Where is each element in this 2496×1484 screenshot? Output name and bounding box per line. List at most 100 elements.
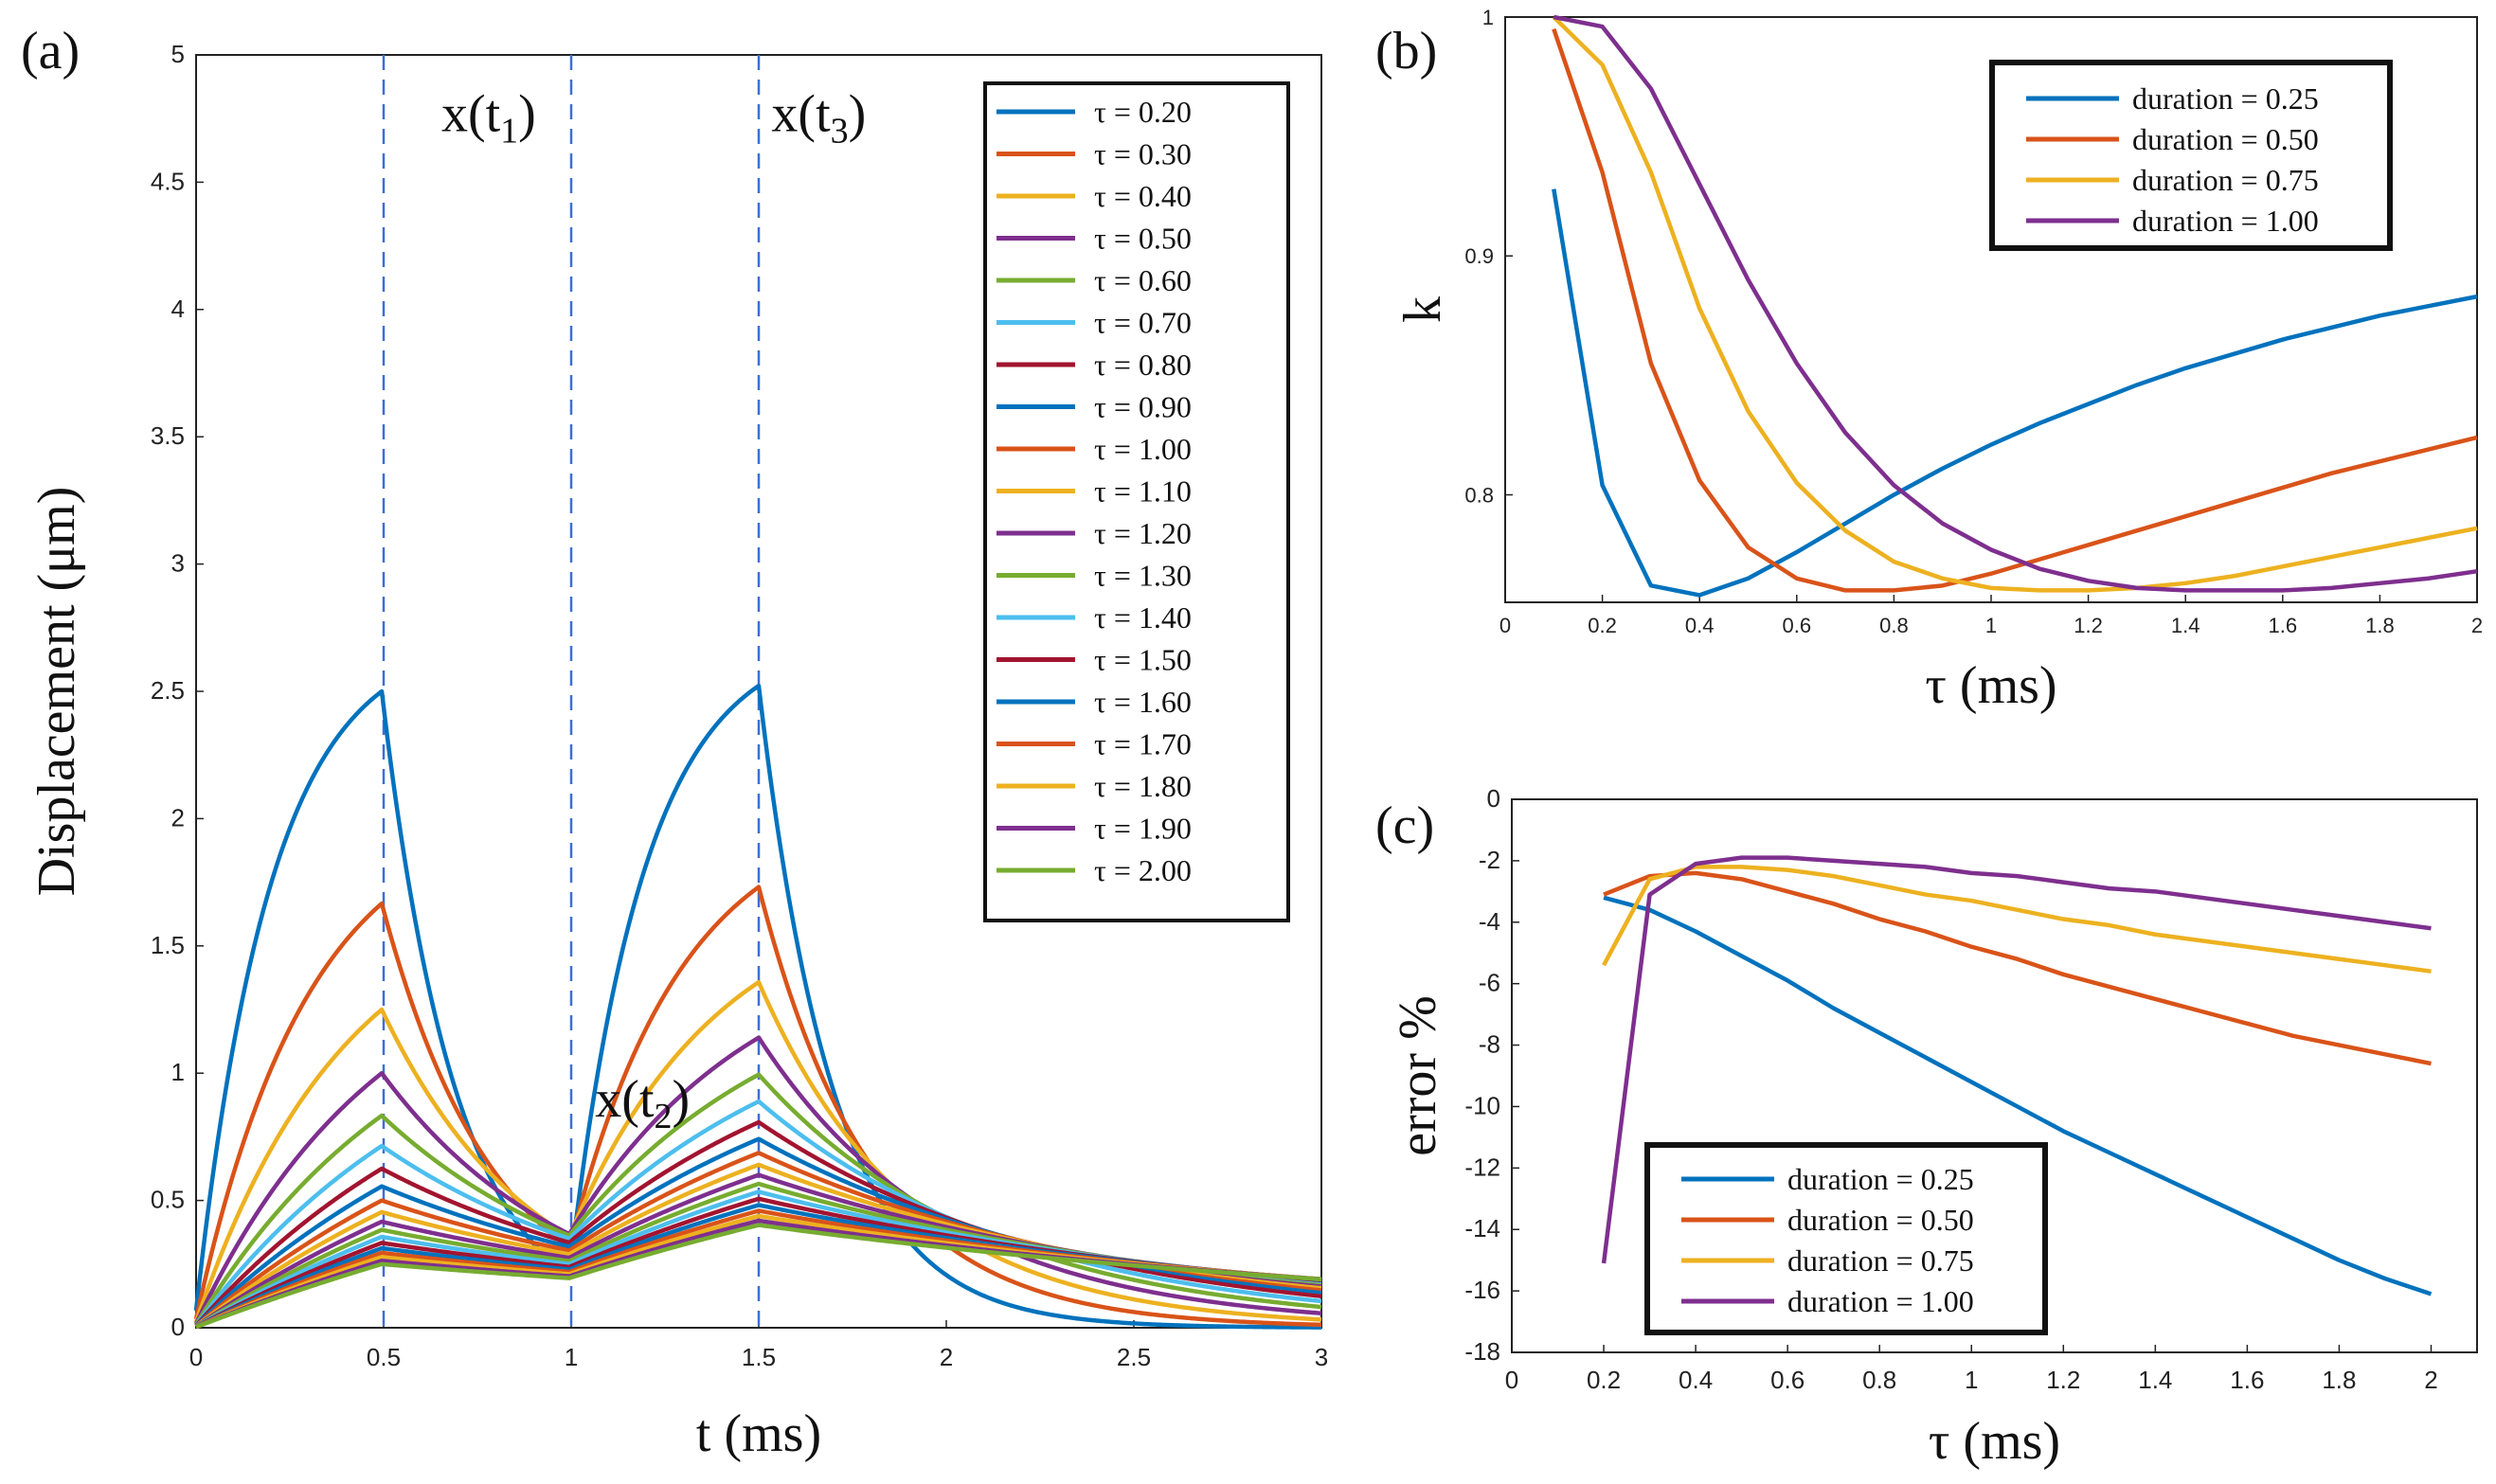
- panel-label-a: (a): [21, 22, 80, 80]
- x-tick-label: 0.2: [1588, 614, 1617, 637]
- series-line: [1603, 870, 2432, 1066]
- y-tick-label: -12: [1464, 1153, 1500, 1181]
- x-tick-label: 0: [189, 1343, 203, 1371]
- y-tick-label: -4: [1479, 907, 1500, 936]
- x-tick-label: 1.5: [742, 1343, 776, 1371]
- x-tick-label: 1.6: [2230, 1366, 2264, 1394]
- legend-label: τ = 2.00: [1094, 853, 1192, 887]
- y-axis-label: error %: [1389, 995, 1447, 1155]
- chart-c: 0 0.2 0.4 0.6 0.8 1 1.2 1.4 1.6 1.8 2 0 -2 -4 -6 -8 -10 -…: [1389, 784, 2478, 1471]
- y-tick-label: -14: [1464, 1214, 1500, 1243]
- x-tick-label: 1: [1965, 1366, 1978, 1394]
- series-line: [193, 979, 1322, 1323]
- y-axis-label: Displacement (μm): [27, 487, 86, 897]
- series-line: [1553, 14, 2478, 593]
- y-axis-label: k: [1393, 296, 1452, 323]
- x-tick-label: 1: [565, 1343, 578, 1371]
- y-tick-label: -6: [1479, 969, 1500, 997]
- y-tick-label: 1.5: [151, 931, 185, 959]
- series-line: [195, 1223, 1322, 1330]
- x-tick-label: 0: [1499, 614, 1511, 637]
- legend-label: duration = 0.75: [2132, 163, 2319, 197]
- legend-label: τ = 1.40: [1094, 600, 1192, 635]
- legend-label: τ = 1.80: [1094, 769, 1192, 803]
- legend-label: τ = 0.40: [1094, 179, 1192, 213]
- legend-label: τ = 0.70: [1094, 306, 1192, 340]
- annotation-label: x(t1): [441, 85, 536, 152]
- y-tick-label: -16: [1464, 1276, 1500, 1304]
- x-tick-label: 1.4: [2171, 614, 2200, 637]
- legend-box: [1989, 60, 2393, 251]
- x-tick-label: 0: [1505, 1366, 1518, 1394]
- y-tick-label: 1: [1482, 6, 1494, 29]
- y-tick-label: 5: [171, 40, 185, 68]
- x-tick-label: 2: [2471, 614, 2483, 637]
- y-tick-label: 0.8: [1464, 483, 1494, 507]
- legend-label: τ = 0.90: [1094, 390, 1192, 424]
- legend-label: τ = 0.50: [1094, 222, 1192, 256]
- series-line: [194, 1099, 1322, 1327]
- x-tick-label: 1.2: [2046, 1366, 2080, 1394]
- legend-box: [983, 81, 1290, 922]
- y-tick-label: -8: [1479, 1030, 1500, 1059]
- legend-label: duration = 0.25: [2132, 81, 2319, 116]
- x-tick-label: 0.8: [1862, 1366, 1896, 1394]
- y-tick-label: 0: [1487, 784, 1500, 813]
- legend-label: duration = 1.00: [2132, 204, 2319, 238]
- x-tick-label: 1: [1985, 614, 1997, 637]
- annotation-label: x(t2): [595, 1070, 690, 1136]
- x-tick-label: 0.4: [1679, 1366, 1713, 1394]
- x-tick-label: 1.2: [2074, 614, 2103, 637]
- x-tick-label: 0.5: [367, 1343, 401, 1371]
- y-tick-label: 3: [171, 549, 185, 578]
- x-axis-label: t (ms): [696, 1404, 821, 1463]
- series-line: [1603, 895, 2433, 1296]
- x-tick-label: 2: [2424, 1366, 2437, 1394]
- legend-label: τ = 0.30: [1094, 137, 1192, 171]
- y-tick-label: -2: [1479, 846, 1500, 874]
- legend-label: τ = 1.10: [1094, 474, 1192, 509]
- series-line: [194, 1072, 1322, 1326]
- y-tick-label: 4.5: [151, 167, 185, 195]
- legend-label: duration = 0.50: [2132, 122, 2319, 156]
- legend-label: τ = 1.20: [1094, 516, 1192, 550]
- series-line: [193, 683, 1322, 1330]
- series-line: [1552, 27, 2478, 593]
- legend-label: τ = 1.70: [1094, 727, 1192, 761]
- y-tick-label: 0.9: [1464, 244, 1494, 268]
- x-tick-label: 0.6: [1783, 614, 1812, 637]
- y-tick-label: 0: [171, 1313, 185, 1341]
- chart-a: 0 0.5 1 1.5 2 2.5 3 0 0.5 1 1.5 2 2.5 3 3.5 4 4.5 5 t (ms)…: [27, 40, 1328, 1463]
- legend-label: duration = 0.50: [1787, 1203, 1974, 1237]
- annotation-label: x(t3): [771, 85, 866, 152]
- legend-label: τ = 1.90: [1094, 812, 1192, 846]
- series-line: [194, 1119, 1322, 1328]
- chart-b: 0 0.2 0.4 0.6 0.8 1 1.2 1.4 1.6 1.8 2 0.8 0.9 1 τ (ms)…: [1393, 6, 2483, 715]
- series-line: [1552, 188, 2478, 598]
- x-tick-label: 0.8: [1879, 614, 1909, 637]
- y-tick-label: 1: [171, 1058, 185, 1086]
- panel-label-b: (b): [1375, 22, 1437, 80]
- legend-label: duration = 0.25: [1787, 1162, 1974, 1196]
- y-tick-label: 2: [171, 803, 185, 831]
- x-tick-label: 1.6: [2269, 614, 2298, 637]
- legend-label: duration = 0.75: [1787, 1243, 1974, 1278]
- x-tick-label: 1.8: [2322, 1366, 2356, 1394]
- y-tick-label: 0.5: [151, 1186, 185, 1214]
- legend-label: τ = 0.20: [1094, 95, 1192, 129]
- series-line: [1552, 15, 2478, 593]
- y-tick-label: -10: [1464, 1091, 1500, 1119]
- legend-label: duration = 1.00: [1787, 1284, 1974, 1318]
- panel-label-c: (c): [1375, 796, 1434, 855]
- x-tick-label: 2: [940, 1343, 953, 1371]
- x-axis-label: τ (ms): [1925, 656, 2056, 715]
- series-line: [193, 1035, 1322, 1325]
- x-tick-label: 1.8: [2365, 614, 2395, 637]
- legend-label: τ = 1.50: [1094, 643, 1192, 677]
- x-axis-label: τ (ms): [1929, 1412, 2060, 1471]
- x-tick-label: 0.6: [1770, 1366, 1805, 1394]
- y-tick-label: 4: [171, 295, 185, 323]
- series-line: [1602, 865, 2432, 974]
- legend-label: τ = 1.30: [1094, 559, 1192, 593]
